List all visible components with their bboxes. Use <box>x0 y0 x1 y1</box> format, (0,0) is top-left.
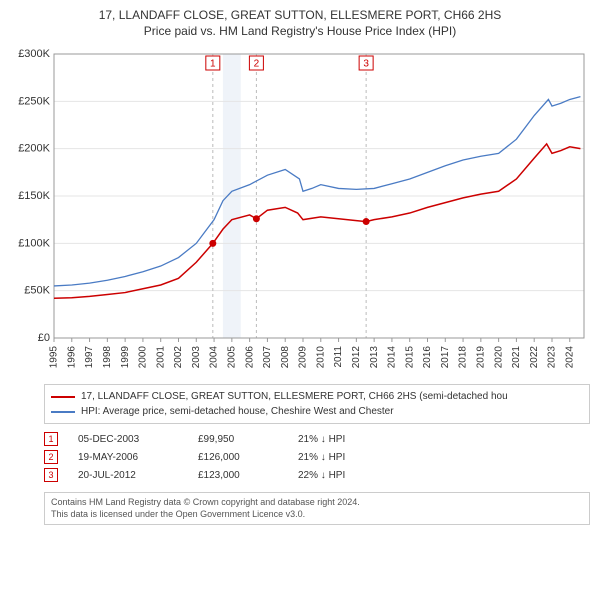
svg-text:£50K: £50K <box>24 285 50 297</box>
svg-text:2023: 2023 <box>547 346 558 369</box>
annotation-date-3: 20-JUL-2012 <box>78 470 178 481</box>
footer-line-1: Contains HM Land Registry data © Crown c… <box>51 497 583 509</box>
footer-box: Contains HM Land Registry data © Crown c… <box>44 492 590 525</box>
svg-text:2013: 2013 <box>369 346 380 369</box>
svg-text:2008: 2008 <box>280 346 291 369</box>
annotation-row-2: 2 19-MAY-2006 £126,000 21% ↓ HPI <box>44 448 590 466</box>
svg-text:1999: 1999 <box>120 346 131 369</box>
svg-text:2001: 2001 <box>155 346 166 369</box>
svg-text:2024: 2024 <box>564 346 575 369</box>
svg-text:2002: 2002 <box>173 346 184 369</box>
svg-text:2017: 2017 <box>440 346 451 369</box>
title-line-2: Price paid vs. HM Land Registry's House … <box>10 24 590 38</box>
svg-text:2009: 2009 <box>298 346 309 369</box>
svg-text:2005: 2005 <box>226 346 237 369</box>
svg-text:1: 1 <box>210 59 216 70</box>
annotation-diff-3: 22% ↓ HPI <box>298 470 398 481</box>
svg-text:1996: 1996 <box>66 346 77 369</box>
legend-swatch-property <box>51 396 75 398</box>
svg-text:£0: £0 <box>38 332 50 344</box>
annotation-price-1: £99,950 <box>198 434 278 445</box>
svg-text:2012: 2012 <box>351 346 362 369</box>
title-block: 17, LLANDAFF CLOSE, GREAT SUTTON, ELLESM… <box>0 0 600 42</box>
svg-text:2011: 2011 <box>333 346 344 368</box>
annotation-marker-1: 1 <box>44 432 58 446</box>
svg-text:2021: 2021 <box>511 346 522 369</box>
legend-label-property: 17, LLANDAFF CLOSE, GREAT SUTTON, ELLESM… <box>81 389 508 404</box>
annotation-diff-1: 21% ↓ HPI <box>298 434 398 445</box>
svg-text:2018: 2018 <box>458 346 469 369</box>
svg-text:2020: 2020 <box>493 346 504 369</box>
annotation-row-1: 1 05-DEC-2003 £99,950 21% ↓ HPI <box>44 430 590 448</box>
svg-text:3: 3 <box>363 59 369 70</box>
chart-svg: £0 £50K £100K £150K £200K £250K £300K 1 2 3 1995 19… <box>10 48 590 378</box>
svg-text:2022: 2022 <box>529 346 540 369</box>
legend-row-property: 17, LLANDAFF CLOSE, GREAT SUTTON, ELLESM… <box>51 389 583 404</box>
footer-line-2: This data is licensed under the Open Gov… <box>51 509 583 521</box>
annotation-marker-2: 2 <box>44 450 58 464</box>
svg-text:2015: 2015 <box>404 346 415 369</box>
svg-text:2010: 2010 <box>315 346 326 369</box>
legend-row-hpi: HPI: Average price, semi-detached house,… <box>51 404 583 419</box>
annotation-marker-3: 3 <box>44 468 58 482</box>
svg-text:2016: 2016 <box>422 346 433 369</box>
annotation-table: 1 05-DEC-2003 £99,950 21% ↓ HPI 2 19-MAY… <box>44 430 590 484</box>
annotation-date-2: 19-MAY-2006 <box>78 452 178 463</box>
title-line-1: 17, LLANDAFF CLOSE, GREAT SUTTON, ELLESM… <box>10 8 590 22</box>
annotation-price-3: £123,000 <box>198 470 278 481</box>
svg-text:2006: 2006 <box>244 346 255 369</box>
svg-text:£200K: £200K <box>18 143 50 155</box>
svg-text:1997: 1997 <box>84 346 95 369</box>
annotation-date-1: 05-DEC-2003 <box>78 434 178 445</box>
annotation-row-3: 3 20-JUL-2012 £123,000 22% ↓ HPI <box>44 466 590 484</box>
svg-text:2003: 2003 <box>191 346 202 369</box>
svg-text:1995: 1995 <box>49 346 60 369</box>
legend-swatch-hpi <box>51 411 75 413</box>
svg-text:2004: 2004 <box>209 346 220 369</box>
svg-text:£150K: £150K <box>18 190 50 202</box>
svg-text:£100K: £100K <box>18 237 50 249</box>
svg-text:2000: 2000 <box>138 346 149 369</box>
svg-text:2: 2 <box>254 59 260 70</box>
chart-area: £0 £50K £100K £150K £200K £250K £300K 1 2 3 1995 19… <box>10 48 590 378</box>
svg-text:1998: 1998 <box>102 346 113 369</box>
svg-text:2007: 2007 <box>262 346 273 369</box>
annotation-price-2: £126,000 <box>198 452 278 463</box>
svg-text:2014: 2014 <box>387 346 398 369</box>
svg-text:£300K: £300K <box>18 48 50 60</box>
annotation-diff-2: 21% ↓ HPI <box>298 452 398 463</box>
legend-label-hpi: HPI: Average price, semi-detached house,… <box>81 404 394 419</box>
svg-text:£250K: £250K <box>18 95 50 107</box>
legend-box: 17, LLANDAFF CLOSE, GREAT SUTTON, ELLESM… <box>44 384 590 424</box>
svg-text:2019: 2019 <box>475 346 486 369</box>
